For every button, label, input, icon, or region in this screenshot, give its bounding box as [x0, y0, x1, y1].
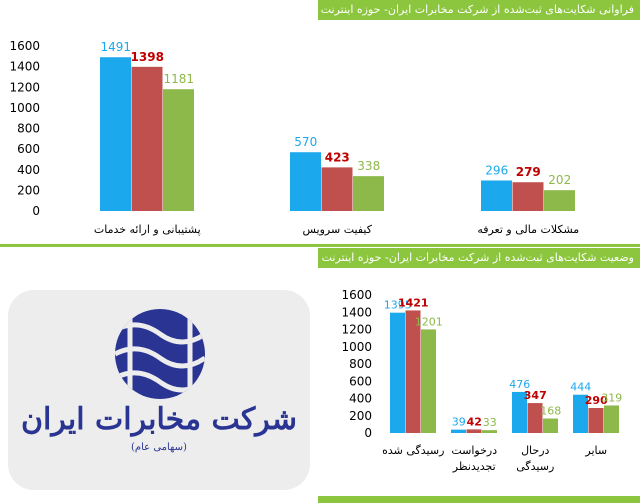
data-label-2-0: 296 — [485, 163, 508, 177]
y-tick-label-1: 200 — [349, 409, 372, 423]
section-divider — [0, 244, 640, 247]
y-tick-label-3: 600 — [349, 374, 372, 388]
category-label-2-0: درحال — [521, 444, 549, 457]
bar-0-0 — [390, 312, 405, 433]
data-label-1-0: 39 — [452, 416, 466, 429]
bar-0-1 — [131, 66, 163, 211]
bar-1-0 — [290, 152, 321, 211]
bottom-band — [318, 496, 640, 503]
category-label-1-0: درخواست — [451, 444, 497, 457]
bar-2-2 — [544, 190, 575, 211]
y-tick-label-3: 600 — [17, 142, 40, 156]
bar-1-2 — [482, 430, 497, 433]
bar-0-0 — [100, 57, 131, 211]
bar-1-2 — [353, 176, 384, 211]
y-tick-label-8: 1600 — [9, 39, 40, 53]
y-tick-label-4: 800 — [349, 357, 372, 371]
bar-0-2 — [421, 329, 436, 433]
bar-3-0 — [573, 394, 588, 433]
bar-3-2 — [604, 405, 619, 433]
data-label-2-2: 202 — [548, 173, 571, 187]
data-label-2-0: 476 — [509, 378, 530, 391]
data-label-0-0: 1491 — [100, 40, 131, 54]
y-tick-label-6: 1200 — [341, 323, 372, 337]
y-tick-label-2: 400 — [17, 163, 40, 177]
data-label-1-2: 33 — [483, 416, 497, 429]
y-tick-label-5: 1000 — [9, 101, 40, 115]
category-label-1-1: تجدیدنظر — [452, 460, 496, 473]
bar-2-1 — [512, 182, 544, 211]
bar-2-1 — [527, 403, 543, 433]
y-tick-label-6: 1200 — [9, 80, 40, 94]
y-tick-label-2: 400 — [349, 392, 372, 406]
bar-2-0 — [512, 391, 527, 433]
data-label-2-2: 168 — [540, 405, 561, 418]
category-label-0: پشتیبانی و ارائه خدمات — [94, 223, 201, 236]
y-tick-label-4: 800 — [17, 122, 40, 136]
data-label-1-0: 570 — [294, 135, 317, 149]
bar-2-0 — [481, 180, 512, 211]
data-label-0-1: 1421 — [398, 296, 429, 309]
telecom-logo-icon — [115, 309, 205, 399]
data-label-0-0: 1395 — [384, 299, 412, 312]
chart-2-title: وضعیت شکایت‌های ثبت‌شده از شرکت مخابرات … — [318, 248, 640, 268]
chart-1-title: فراوانی شکایت‌های ثبت‌شده از شرکت مخابرا… — [318, 0, 640, 20]
bar-0-2 — [163, 89, 194, 211]
category-label-0: رسیدگی شده — [382, 444, 444, 457]
y-tick-label-7: 1400 — [341, 305, 372, 319]
category-label-2: مشکلات مالی و تعرفه — [477, 223, 579, 236]
data-label-3-2: 319 — [601, 391, 622, 404]
category-label-3: سایر — [584, 444, 607, 457]
data-label-0-2: 1181 — [163, 72, 194, 86]
data-label-1-1: 42 — [467, 415, 482, 428]
data-label-1-1: 423 — [325, 150, 350, 164]
logo-card: شرکت مخابرات ایران (سهامی عام) — [8, 290, 310, 490]
category-label-2-1: رسیدگی — [516, 460, 554, 473]
y-tick-label-7: 1400 — [9, 60, 40, 74]
bar-1-1 — [466, 429, 482, 433]
data-label-2-1: 279 — [516, 165, 541, 179]
bar-2-2 — [543, 418, 558, 433]
y-tick-label-0: 0 — [364, 426, 372, 440]
bar-3-1 — [588, 407, 604, 433]
bar-0-1 — [405, 310, 421, 433]
data-label-0-2: 1201 — [415, 315, 443, 328]
data-label-3-1: 290 — [585, 394, 608, 407]
y-tick-label-0: 0 — [32, 204, 40, 218]
data-label-3-0: 444 — [570, 381, 591, 394]
bar-1-0 — [451, 429, 466, 433]
y-tick-label-5: 1000 — [341, 340, 372, 354]
y-tick-label-8: 1600 — [341, 288, 372, 302]
data-label-0-1: 1398 — [131, 50, 164, 64]
data-label-1-2: 338 — [357, 159, 380, 173]
logo-subtitle: (سهامی عام) — [131, 442, 187, 453]
logo-name: شرکت مخابرات ایران — [21, 402, 297, 437]
data-label-2-1: 347 — [524, 389, 547, 402]
bar-1-1 — [321, 167, 353, 211]
category-label-1: کیفیت سرویس — [303, 223, 373, 236]
y-tick-label-1: 200 — [17, 183, 40, 197]
